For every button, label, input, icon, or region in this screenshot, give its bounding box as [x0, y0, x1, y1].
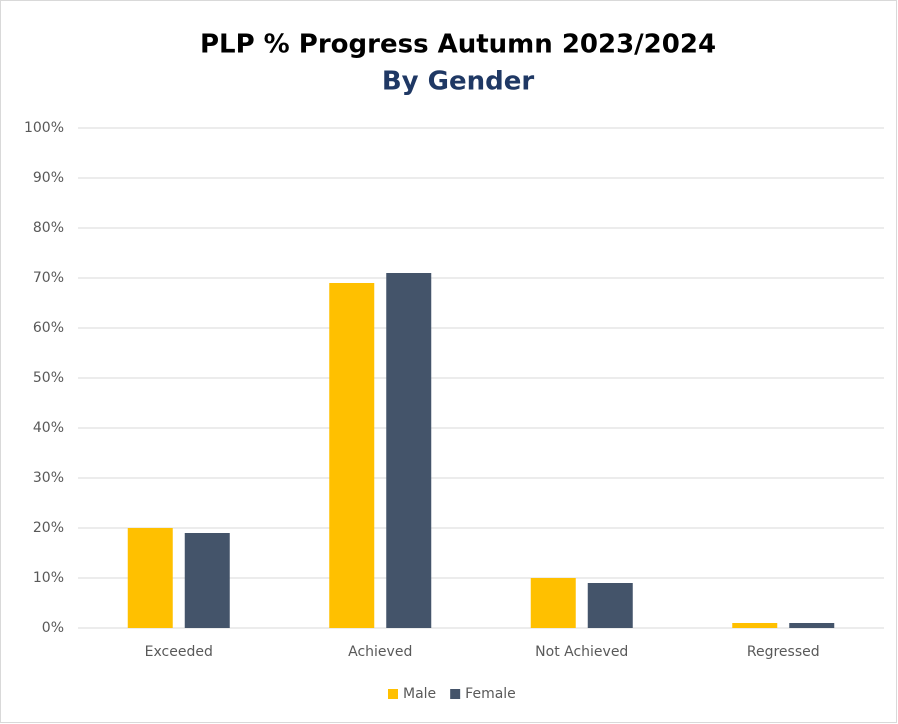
- bar: [587, 583, 633, 628]
- bar: [127, 528, 173, 628]
- legend-swatch: [450, 689, 461, 699]
- x-tick-label: Not Achieved: [535, 644, 628, 660]
- bar: [530, 578, 576, 628]
- legend-label: Female: [465, 686, 516, 702]
- legend-swatch: [388, 689, 398, 699]
- x-tick-label: Exceeded: [145, 644, 213, 660]
- y-tick-label: 30%: [33, 470, 64, 486]
- bar: [329, 283, 375, 628]
- y-tick-label: 20%: [33, 520, 64, 536]
- legend-label: Male: [403, 686, 436, 702]
- y-tick-label: 50%: [33, 370, 64, 386]
- y-tick-label: 0%: [42, 620, 64, 636]
- bar: [789, 623, 835, 628]
- bar: [386, 273, 432, 628]
- y-tick-label: 70%: [33, 270, 64, 286]
- y-tick-label: 40%: [33, 420, 64, 436]
- chart-subtitle: By Gender: [382, 67, 535, 97]
- x-tick-label: Achieved: [348, 644, 412, 660]
- y-tick-label: 100%: [24, 120, 64, 136]
- y-tick-label: 80%: [33, 220, 64, 236]
- y-tick-label: 60%: [33, 320, 64, 336]
- x-tick-label: Regressed: [747, 644, 820, 660]
- y-tick-label: 90%: [33, 170, 64, 186]
- y-tick-label: 10%: [33, 570, 64, 586]
- bar: [732, 623, 778, 628]
- chart-title: PLP % Progress Autumn 2023/2024: [200, 30, 716, 60]
- bar: [184, 533, 230, 628]
